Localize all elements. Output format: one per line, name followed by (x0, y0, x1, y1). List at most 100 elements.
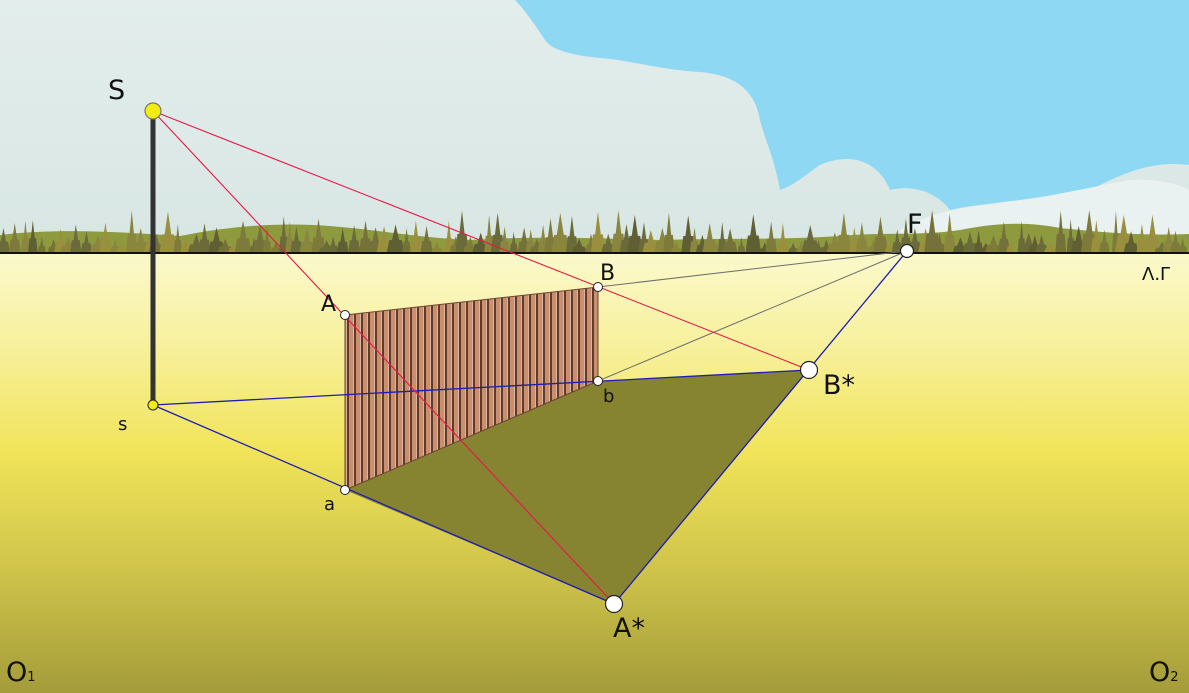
tree (402, 228, 411, 253)
tree (745, 214, 762, 253)
tree (99, 222, 112, 253)
label-a: a (324, 494, 335, 515)
tree (1035, 234, 1048, 253)
tree (943, 213, 956, 253)
tree (327, 236, 339, 253)
tree (984, 234, 1003, 253)
tree (689, 227, 700, 253)
tree (962, 231, 978, 253)
tree (765, 221, 778, 253)
tree (1170, 230, 1181, 253)
tree (1090, 220, 1102, 253)
point-Bstar-marker[interactable] (799, 360, 819, 380)
tree (80, 231, 93, 253)
tree (499, 226, 510, 253)
light-ray-S-Bstar (152, 110, 810, 371)
tree (551, 212, 570, 253)
tree (455, 210, 469, 253)
tree (1055, 210, 1067, 253)
vanishing-line-b-F (597, 250, 908, 382)
corner-label-right-main: O (1149, 657, 1170, 688)
point-b-marker[interactable] (593, 376, 603, 386)
tree (1123, 231, 1139, 253)
tree (115, 241, 128, 253)
tree (933, 232, 946, 253)
tree (159, 211, 177, 253)
point-A-marker[interactable] (340, 310, 350, 320)
tree (290, 226, 303, 253)
tree (924, 210, 941, 253)
tree (420, 225, 433, 253)
label-s: s (118, 414, 127, 435)
point-a-marker[interactable] (340, 485, 350, 495)
tree (787, 242, 799, 253)
light-ray-S-Astar (152, 110, 615, 605)
sky-blue-region (515, 0, 1189, 210)
label-F: F (907, 209, 923, 240)
tree (997, 221, 1010, 253)
tree (1144, 214, 1161, 253)
tree (336, 228, 349, 253)
treeline (0, 210, 1188, 253)
tree (836, 212, 852, 253)
vanishing-line-B-F (597, 250, 908, 288)
tree (565, 215, 579, 253)
tree (386, 224, 405, 253)
tree (311, 218, 326, 253)
point-B-marker[interactable] (593, 282, 603, 292)
tree (37, 237, 47, 253)
tree (1043, 242, 1058, 253)
tree (234, 220, 252, 253)
tree (279, 216, 289, 253)
tree (601, 233, 616, 253)
ground-line-F-Astar (613, 250, 908, 605)
tree (891, 229, 903, 253)
tree (348, 225, 361, 253)
corner-label-left-sub: 1 (27, 670, 35, 685)
tree (126, 210, 138, 253)
tree (431, 241, 443, 253)
corner-label-right-sub: 2 (1170, 670, 1178, 685)
ground-line-s-Bstar (152, 369, 810, 406)
label-Astar: A* (613, 613, 645, 644)
label-A: A (321, 292, 336, 317)
tree (484, 214, 495, 253)
tree (855, 222, 869, 253)
tree (813, 240, 824, 253)
tree (270, 240, 282, 253)
label-B: B (600, 261, 615, 286)
tree (28, 220, 38, 253)
tree (21, 220, 30, 253)
tree (702, 223, 717, 253)
tree (299, 227, 315, 253)
label-S: S (108, 75, 125, 106)
horizon-label: Λ.Γ (1142, 264, 1170, 285)
tree (173, 224, 182, 253)
tree (132, 228, 149, 253)
tree (571, 238, 587, 253)
point-S-marker[interactable] (144, 102, 162, 120)
tree (642, 230, 660, 253)
tree (1099, 229, 1110, 253)
label-b: b (603, 386, 614, 407)
tree (801, 225, 819, 253)
label-Bstar: B* (823, 370, 855, 401)
tree (444, 220, 454, 253)
point-Astar-marker[interactable] (604, 594, 624, 614)
tree (0, 227, 10, 253)
tree (670, 241, 683, 253)
tree (198, 223, 211, 253)
point-F-marker[interactable] (899, 243, 915, 259)
tree (663, 212, 675, 253)
corner-label-left-main: O (6, 657, 27, 688)
tree (8, 222, 21, 253)
tree (778, 222, 788, 253)
tree (409, 220, 422, 253)
point-s-marker[interactable] (147, 399, 159, 411)
tree (974, 230, 984, 253)
tree (737, 237, 746, 253)
tree (1136, 223, 1148, 253)
tree (70, 224, 82, 253)
tree (872, 216, 888, 253)
